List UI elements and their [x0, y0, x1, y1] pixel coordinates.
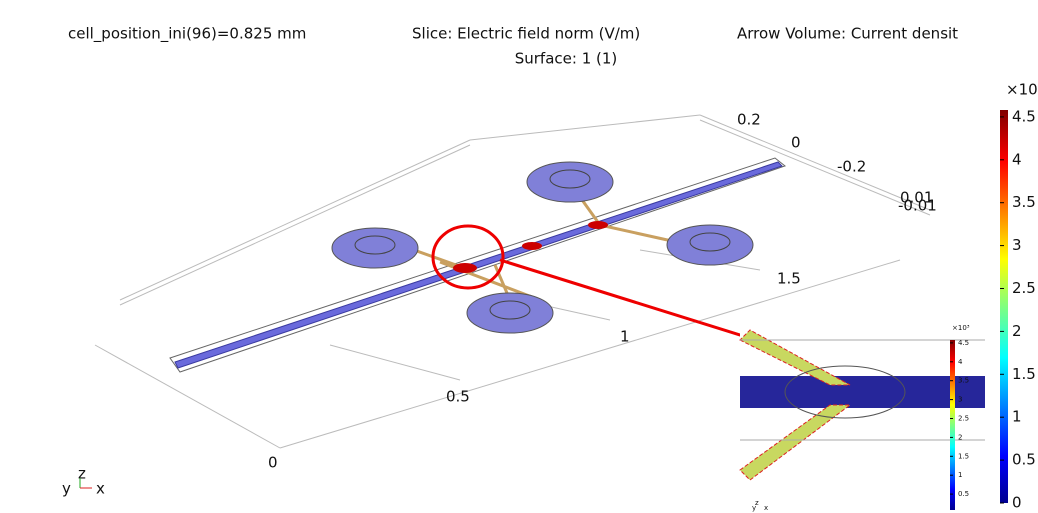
inset-triad: x [764, 504, 768, 512]
colorbar-label: 0 [1012, 494, 1022, 512]
inset-colorbar-label: 3 [958, 396, 962, 404]
colorbar-label: 2 [1012, 322, 1022, 340]
inset-colorbar [950, 340, 955, 510]
inset-colorbar-label: 1 [958, 471, 962, 479]
inset-multiplier: ×10³ [952, 324, 970, 332]
axis-label: 0.5 [446, 388, 470, 406]
colorbar-label: 3 [1012, 236, 1022, 254]
channel [170, 158, 785, 372]
axis-label: 0 [268, 454, 278, 472]
screenshot: cell_position_ini(96)=0.825 mm Slice: El… [0, 0, 1038, 513]
inset-colorbar-label: 4.5 [958, 339, 969, 347]
title: cell_position_ini(96)=0.825 mm [68, 25, 306, 44]
colorbar-label: 0.5 [1012, 451, 1036, 469]
colorbar-multiplier: ×10 [1006, 81, 1038, 99]
axis-label: 1 [620, 328, 630, 346]
axis-label: 0.2 [737, 111, 761, 129]
inset-colorbar-label: 3.5 [958, 377, 969, 385]
inset-colorbar-label: 2 [958, 433, 962, 441]
colorbar-label: 3.5 [1012, 193, 1036, 211]
inset-triad: y [752, 504, 756, 512]
inset-colorbar-label: 4 [958, 358, 963, 366]
colorbar-label: 1 [1012, 408, 1022, 426]
axis-label: 1.5 [777, 270, 801, 288]
inset-colorbar-label: 2.5 [958, 415, 969, 423]
title: Arrow Volume: Current densit [737, 25, 958, 43]
triad: x [96, 480, 105, 498]
axis-label: 0 [791, 134, 801, 152]
inset-colorbar-label: 1.5 [958, 452, 969, 460]
inset-colorbar-label: 0.5 [958, 490, 969, 498]
title: Slice: Electric field norm (V/m) [412, 25, 640, 43]
colorbar-label: 4.5 [1012, 107, 1036, 125]
axis-label: -0.2 [837, 158, 866, 176]
colorbar [1000, 110, 1008, 503]
subtitle: Surface: 1 (1) [515, 50, 618, 68]
colorbar-label: 4 [1012, 150, 1022, 168]
triad: z [78, 465, 86, 483]
triad: y [62, 480, 71, 498]
colorbar-label: 1.5 [1012, 365, 1036, 383]
axis-label: -0.01 [898, 197, 937, 215]
colorbar-label: 2.5 [1012, 279, 1036, 297]
inset: ×10³ z y x [740, 322, 985, 513]
